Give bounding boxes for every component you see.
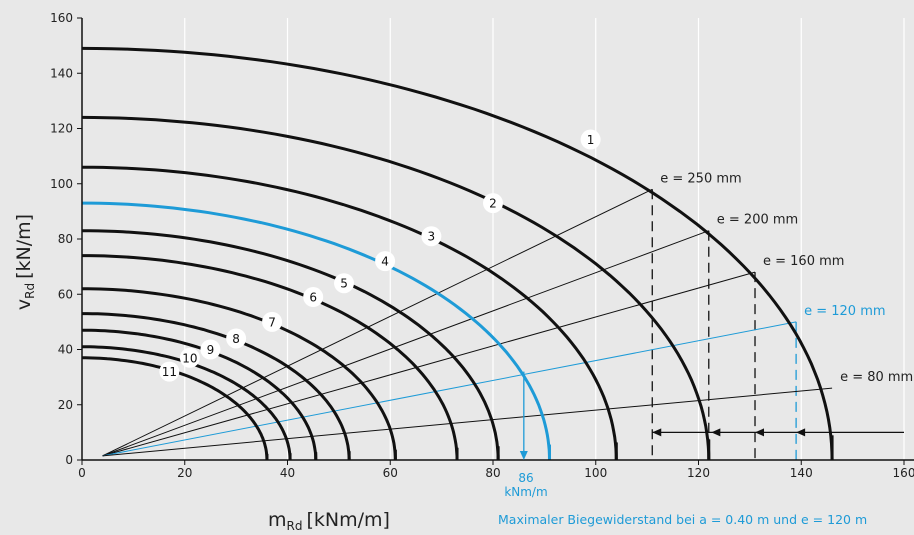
- annotation-line-1: Maximaler Biegewiderstand bei a = 0.40 m…: [498, 512, 867, 527]
- marker-unit: kNm/m: [504, 485, 547, 499]
- arrowhead: [652, 428, 662, 437]
- eccentricity-ray: [102, 321, 797, 457]
- curve-label-badge: [483, 193, 503, 214]
- curve-10: [81, 345, 292, 461]
- ray-label: e = 200 mm: [717, 213, 798, 228]
- curve-label-badge: [200, 339, 221, 360]
- curve-label: 3: [428, 230, 436, 244]
- curve-label: 8: [232, 332, 240, 346]
- curve-5: [81, 229, 500, 460]
- eccentricity-ray: [102, 387, 833, 457]
- interaction-curves: 1 2 3 4 5 6 7 8 9 10 11: [81, 46, 834, 461]
- x-tick-label: 160: [893, 466, 914, 480]
- x-tick-label: 40: [280, 466, 295, 480]
- grid: [184, 18, 905, 460]
- curve-label: 5: [340, 277, 348, 291]
- marker-value: 86: [518, 471, 533, 485]
- ray-label: e = 120 mm: [804, 304, 885, 319]
- y-tick-label: 40: [58, 343, 73, 357]
- curve-label: 4: [381, 255, 389, 269]
- x-tick-label: 100: [584, 466, 607, 480]
- x-tick-label: 120: [687, 466, 710, 480]
- curve-1: [81, 46, 834, 461]
- curve-label-badge: [334, 273, 355, 294]
- x-tick-label: 0: [78, 466, 86, 480]
- curve-6: [82, 254, 459, 460]
- x-tick-label: 20: [177, 466, 192, 480]
- curve-label-badge: [375, 251, 396, 272]
- curve-4: [82, 201, 551, 461]
- curve-3: [82, 165, 618, 461]
- eccentricity-ray: [102, 230, 709, 457]
- arrowhead: [755, 428, 765, 437]
- curve-9: [82, 328, 318, 461]
- eccentricity-rays: e = 250 mm e = 200 mm e = 160 mm e = 120 mm…: [102, 171, 913, 460]
- y-axis-title: vRd[kN/m]: [13, 214, 37, 310]
- x-tick-label: 60: [383, 466, 398, 480]
- y-tick-label: 0: [65, 453, 73, 467]
- axes: [81, 18, 914, 461]
- curve-2: [81, 115, 711, 461]
- curve-label: 9: [207, 343, 215, 357]
- x-tick-label: 140: [790, 466, 813, 480]
- curve-label-badge: [303, 287, 324, 308]
- curve-8: [82, 312, 351, 461]
- tick-labels: 0 20 40 60 80 100 120 140 160 0 20 40 60 80 100 120 140 1…: [50, 11, 914, 480]
- curve-7: [81, 287, 397, 461]
- curve-label: 7: [268, 315, 276, 329]
- curve-label-badge: [226, 328, 247, 349]
- y-tick-label: 80: [58, 232, 73, 246]
- curve-label-badge: [421, 226, 442, 247]
- arrowhead: [711, 428, 721, 437]
- curve-11: [82, 356, 269, 461]
- curve-label: 6: [309, 291, 317, 305]
- y-tick-label: 20: [58, 398, 73, 412]
- curve-label-badge: [580, 129, 601, 150]
- ray-label: e = 250 mm: [660, 171, 741, 186]
- y-tick-label: 100: [50, 177, 73, 191]
- y-tick-label: 120: [50, 122, 73, 136]
- curve-label: 11: [162, 365, 177, 379]
- ray-label: e = 160 mm: [763, 254, 844, 269]
- curve-label-badge: [179, 347, 200, 368]
- eccentricity-ray: [102, 188, 653, 457]
- curve-label: 10: [182, 351, 197, 365]
- y-tick-label: 140: [50, 66, 73, 80]
- annotations: [519, 371, 904, 460]
- curve-label-badge: [262, 311, 283, 332]
- arrowhead: [796, 428, 806, 437]
- curve-label-badge: [159, 361, 180, 382]
- x-axis-title: mRd [kNm/m]: [268, 509, 390, 533]
- curve-label: 2: [489, 197, 497, 211]
- curve-label: 1: [587, 133, 595, 147]
- marker-arrowhead: [519, 451, 528, 460]
- y-tick-label: 160: [50, 11, 73, 25]
- y-tick-label: 60: [58, 287, 73, 301]
- eccentricity-ray: [102, 271, 756, 457]
- ray-label: e = 80 mm: [840, 370, 913, 385]
- x-tick-label: 80: [485, 466, 500, 480]
